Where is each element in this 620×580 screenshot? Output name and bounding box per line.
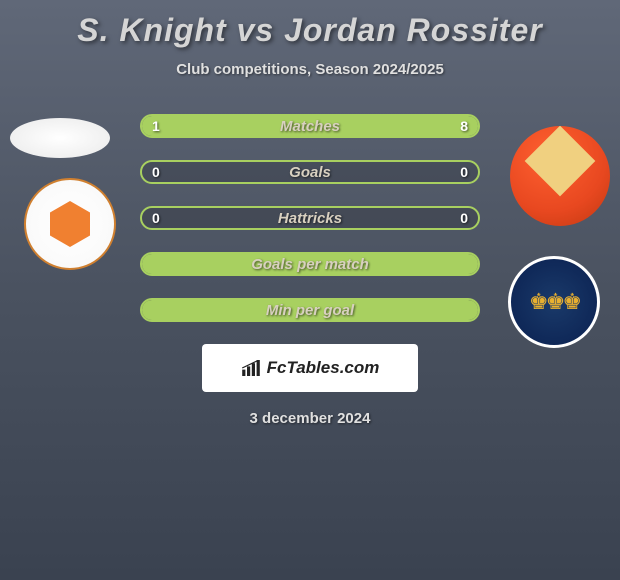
stat-value-right: 0 <box>460 164 468 180</box>
chart-icon <box>241 360 261 376</box>
stat-row: Min per goal <box>0 298 620 322</box>
stat-value-left: 0 <box>152 210 160 226</box>
source-logo-text: FcTables.com <box>267 358 380 378</box>
stat-fill-left <box>142 116 179 136</box>
stat-label: Goals per match <box>251 256 369 273</box>
stat-bar: 1 8 Matches <box>140 114 480 138</box>
stat-value-left: 0 <box>152 164 160 180</box>
stat-row: 0 0 Hattricks <box>0 206 620 230</box>
stat-value-right: 0 <box>460 210 468 226</box>
page-title: S. Knight vs Jordan Rossiter <box>0 0 620 49</box>
stat-value-right: 8 <box>460 118 468 134</box>
stat-value-left: 1 <box>152 118 160 134</box>
stat-row: 1 8 Matches <box>0 114 620 138</box>
stat-bar: Goals per match <box>140 252 480 276</box>
stat-bar: 0 0 Hattricks <box>140 206 480 230</box>
stat-row: 0 0 Goals <box>0 160 620 184</box>
date-label: 3 december 2024 <box>0 410 620 427</box>
stat-label: Hattricks <box>278 210 342 227</box>
stats-container: 1 8 Matches 0 0 Goals 0 0 Hattricks Goals per mat… <box>0 114 620 322</box>
subtitle: Club competitions, Season 2024/2025 <box>0 61 620 78</box>
stat-row: Goals per match <box>0 252 620 276</box>
stat-bar: Min per goal <box>140 298 480 322</box>
source-logo: FcTables.com <box>202 344 418 392</box>
stat-label: Matches <box>280 118 340 135</box>
stat-label: Goals <box>289 164 331 181</box>
stat-bar: 0 0 Goals <box>140 160 480 184</box>
stat-label: Min per goal <box>266 302 354 319</box>
